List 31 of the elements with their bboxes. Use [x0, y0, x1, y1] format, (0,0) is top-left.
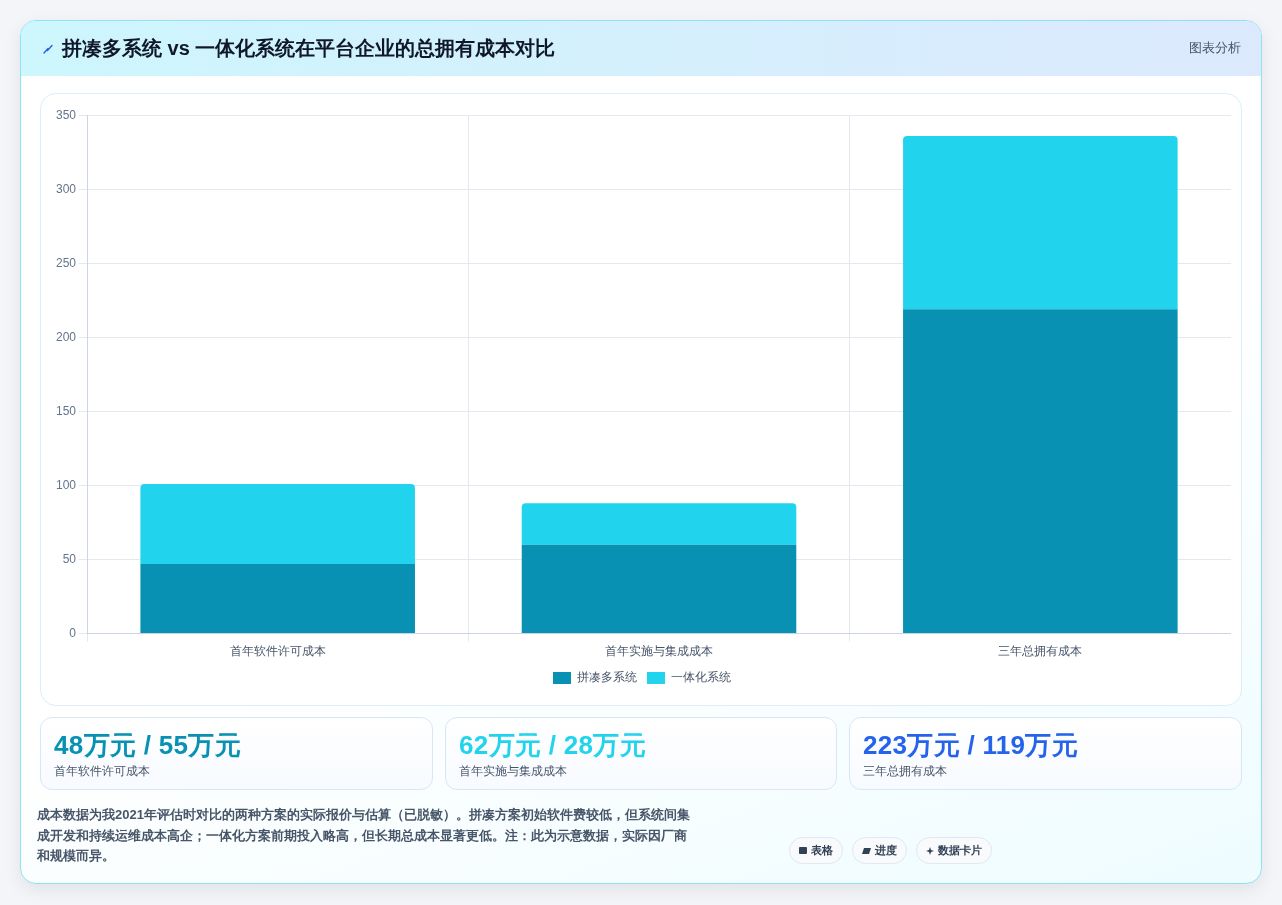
text: 三年总拥有成本 [863, 764, 947, 778]
text: 223万元 / 119万元 [863, 730, 1078, 760]
y-tick-label: 200 [55, 329, 77, 344]
y-tick-label: 100 [55, 477, 77, 492]
y-tick-label: 50 [62, 551, 77, 566]
bar [903, 135, 1178, 310]
y-tick-label: 300 [55, 181, 77, 196]
x-tick-label: 三年总拥有成本 [998, 644, 1083, 659]
legend-label: 一体化系统 [671, 670, 731, 685]
x-tick-label: 首年实施与集成成本 [605, 644, 714, 659]
text: 首年软件许可成本 [54, 764, 150, 778]
chart-title: 拼凑多系统 vs 一体化系统在平台企业的总拥有成本对比 [62, 36, 556, 60]
y-tick-label: 0 [69, 625, 77, 640]
x-tick-label: 首年软件许可成本 [229, 644, 326, 659]
y-tick-label: 350 [55, 107, 77, 122]
text: 图表分析 [1189, 40, 1241, 56]
bar [903, 309, 1178, 634]
text: 表格 [811, 843, 833, 858]
legend-label: 拼凑多系统 [577, 670, 637, 685]
text: 首年实施与集成成本 [459, 764, 567, 778]
text: 数据卡片 [938, 843, 982, 858]
bar [521, 544, 797, 634]
text: 48万元 / 55万元 [54, 730, 241, 760]
bar [521, 503, 797, 545]
y-tick-label: 250 [55, 255, 77, 270]
bar [140, 484, 415, 564]
text: 进度 [875, 843, 897, 858]
text: 成本数据为我2021年评估时对比的两种方案的实际报价与估算（已脱敏）。拼凑方案初始软件费较低，但系统间集成开发和持续运维成本高企；一体化方案前期投入略高，但长期总成本显著更低。注：此为示意数据，实际因厂商和规模而异。 [37, 806, 691, 865]
text: 62万元 / 28万元 [459, 730, 646, 760]
bar [140, 563, 415, 634]
y-tick-label: 150 [55, 403, 77, 418]
